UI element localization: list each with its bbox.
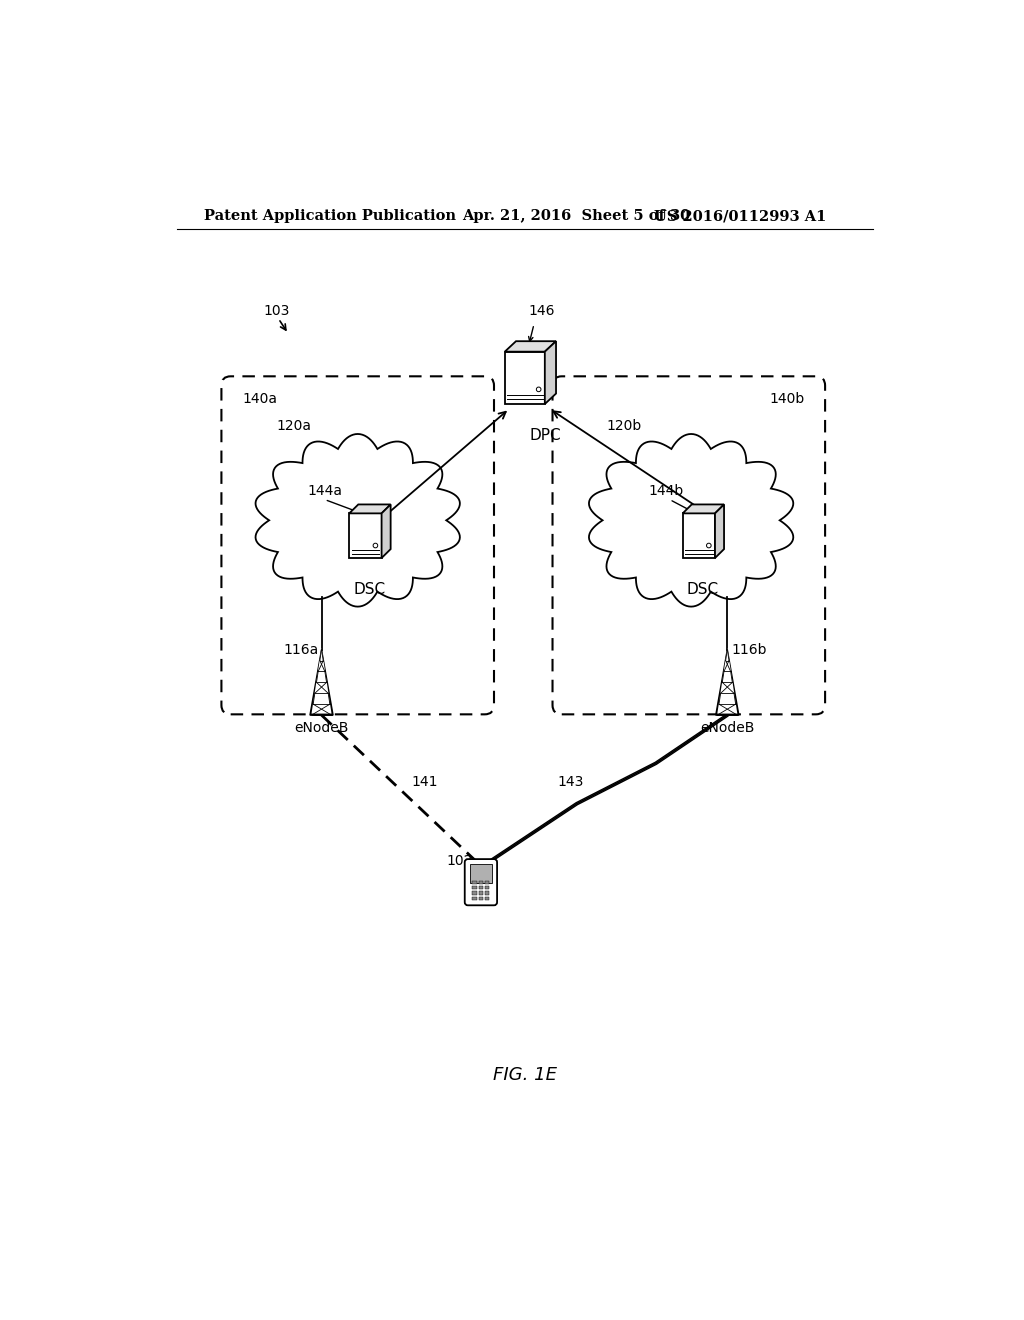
Bar <box>472 891 477 895</box>
Polygon shape <box>256 434 460 607</box>
Text: DSC: DSC <box>687 582 719 597</box>
Text: Patent Application Publication: Patent Application Publication <box>204 209 456 223</box>
Bar <box>484 891 489 895</box>
Polygon shape <box>505 341 556 351</box>
Polygon shape <box>715 504 724 558</box>
Text: DPC: DPC <box>529 428 560 444</box>
Text: 140b: 140b <box>769 392 804 405</box>
Bar <box>472 886 477 890</box>
Bar <box>484 880 489 884</box>
Polygon shape <box>505 351 545 404</box>
Text: 120b: 120b <box>606 420 642 433</box>
Text: 103: 103 <box>263 304 290 318</box>
Polygon shape <box>717 648 737 714</box>
Text: 116a: 116a <box>283 643 318 656</box>
Text: eNodeB: eNodeB <box>700 721 755 735</box>
Circle shape <box>373 544 378 548</box>
Bar <box>472 880 477 884</box>
Polygon shape <box>310 649 333 715</box>
Bar <box>478 891 483 895</box>
Bar <box>470 865 492 883</box>
Text: 140a: 140a <box>243 392 278 405</box>
Text: FIG. 1E: FIG. 1E <box>493 1065 557 1084</box>
Polygon shape <box>311 648 332 714</box>
Text: 116b: 116b <box>731 643 767 656</box>
Text: 143: 143 <box>558 775 585 789</box>
Polygon shape <box>589 434 794 607</box>
Circle shape <box>707 544 711 548</box>
Polygon shape <box>349 513 382 558</box>
Text: 146: 146 <box>528 304 555 318</box>
Bar <box>472 896 477 900</box>
Text: 144b: 144b <box>648 484 683 498</box>
FancyBboxPatch shape <box>465 859 497 906</box>
Bar <box>484 886 489 890</box>
Bar <box>484 896 489 900</box>
Text: US 2016/0112993 A1: US 2016/0112993 A1 <box>654 209 826 223</box>
Bar <box>478 886 483 890</box>
Text: Apr. 21, 2016  Sheet 5 of 30: Apr. 21, 2016 Sheet 5 of 30 <box>462 209 690 223</box>
Polygon shape <box>683 504 724 513</box>
Polygon shape <box>545 341 556 404</box>
Polygon shape <box>349 504 390 513</box>
Polygon shape <box>716 649 739 715</box>
Text: eNodeB: eNodeB <box>294 721 349 735</box>
Text: DSC: DSC <box>353 582 385 597</box>
Polygon shape <box>683 513 715 558</box>
Bar <box>478 880 483 884</box>
Text: 144a: 144a <box>307 484 343 498</box>
Circle shape <box>537 387 541 392</box>
Text: 141: 141 <box>412 775 438 789</box>
Bar <box>478 896 483 900</box>
Polygon shape <box>382 504 390 558</box>
Text: 102: 102 <box>446 854 473 867</box>
Text: 120a: 120a <box>276 420 312 433</box>
